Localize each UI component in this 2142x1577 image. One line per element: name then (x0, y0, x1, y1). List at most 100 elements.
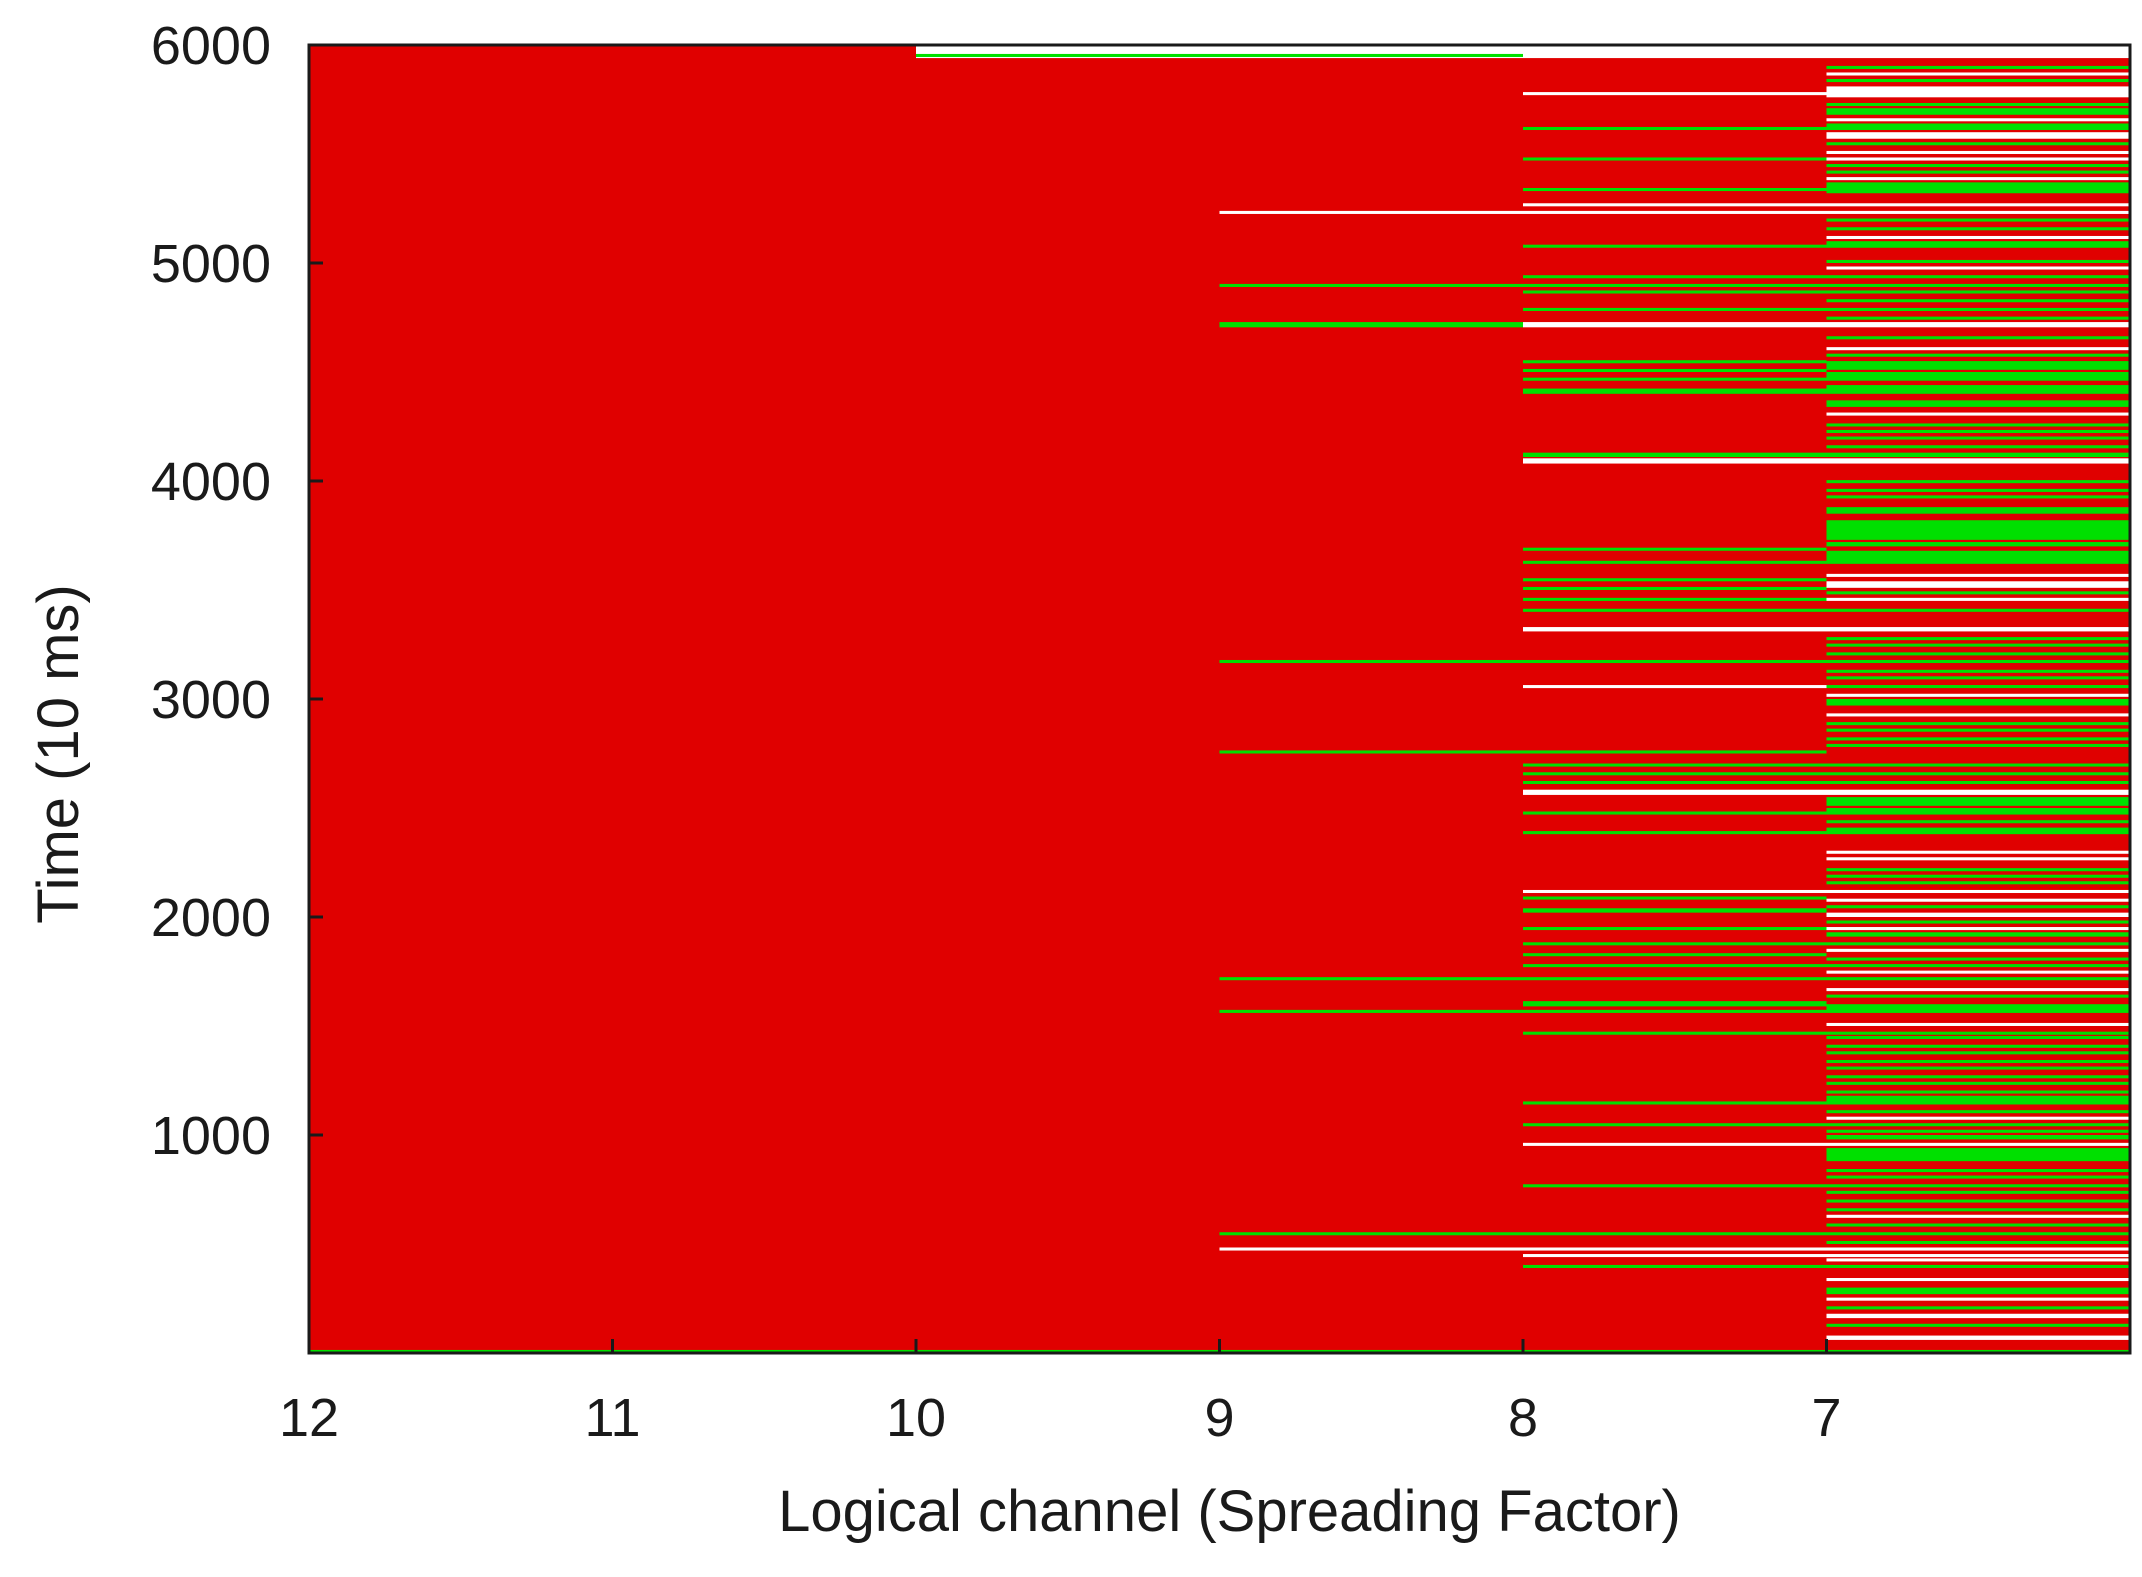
time-stripe (1826, 227, 2130, 231)
time-stripe (1826, 322, 2130, 328)
time-stripe (1219, 659, 1523, 664)
time-stripe (1826, 581, 2130, 588)
time-stripe (1826, 488, 2130, 492)
time-stripe (1826, 1116, 2130, 1120)
time-stripe (1826, 542, 2130, 547)
time-stripe (1826, 850, 2130, 854)
time-stripe (1826, 1135, 2130, 1140)
time-stripe (612, 1349, 916, 1353)
time-stripe (1523, 283, 1827, 287)
time-stripe (1826, 780, 2130, 785)
time-stripe (1826, 1264, 2130, 1268)
time-stripe (1523, 1349, 1827, 1353)
time-stripe (1219, 1247, 1523, 1251)
time-stripe (1826, 693, 2130, 697)
time-stripe (1826, 108, 2130, 115)
time-stripe (1523, 1009, 1827, 1013)
column-background (1219, 58, 1523, 1354)
time-stripe (1523, 659, 1827, 664)
time-stripe (1826, 713, 2130, 717)
time-stripe (1826, 763, 2130, 767)
time-stripe (1523, 896, 1827, 900)
column-background (309, 45, 613, 1353)
time-stripe (1826, 372, 2130, 381)
time-stripe (1826, 927, 2130, 931)
time-stripe (1523, 597, 1827, 601)
time-stripe (1826, 157, 2130, 161)
time-stripe (1826, 1175, 2130, 1179)
time-stripe (1826, 889, 2130, 894)
time-stripe (1523, 1031, 1827, 1035)
time-stripe (1523, 1123, 1827, 1127)
time-stripe (1826, 1254, 2130, 1258)
time-stripe (1826, 290, 2130, 294)
time-stripe (1826, 65, 2130, 69)
time-stripe (1826, 86, 2130, 98)
y-tick-label: 1000 (151, 1106, 271, 1166)
time-stripe (1826, 1349, 2130, 1353)
time-stripe (1826, 79, 2130, 83)
time-stripe (1826, 1148, 2130, 1162)
time-stripe (1523, 203, 1827, 207)
time-stripe (1826, 316, 2130, 320)
time-stripe (1219, 322, 1523, 328)
time-stripe (1826, 881, 2130, 885)
time-stripe (1826, 507, 2130, 514)
time-stripe (1826, 1278, 2130, 1282)
time-stripe (1826, 132, 2130, 139)
time-stripe (1523, 608, 1827, 612)
time-stripe (1523, 763, 1827, 767)
time-stripe (1826, 1075, 2130, 1079)
time-stripe (1523, 780, 1827, 785)
time-stripe (1826, 182, 2130, 194)
time-stripe (1826, 699, 2130, 706)
time-stripe (1523, 275, 1827, 279)
time-stripe (1826, 266, 2130, 270)
time-stripe (1826, 1306, 2130, 1310)
time-stripe (1523, 290, 1827, 294)
time-stripe (1523, 1001, 1827, 1007)
time-stripe (309, 1349, 613, 1353)
time-stripe (1826, 728, 2130, 732)
time-stripe (1523, 908, 1827, 913)
time-stripe (1826, 520, 2130, 540)
time-stripe (1826, 1335, 2130, 1340)
y-axis-label: Time (10 ms) (26, 584, 91, 923)
time-stripe (1826, 1214, 2130, 1218)
time-stripe (1523, 1254, 1827, 1258)
channel-column-9 (1219, 53, 1523, 1354)
time-stripe (1826, 1247, 2130, 1251)
time-stripe (1523, 1232, 1827, 1236)
y-tick-label: 2000 (151, 888, 271, 948)
time-stripe (1826, 347, 2130, 351)
time-stripe (1523, 157, 1827, 161)
time-stripe (1826, 102, 2130, 107)
x-axis-label: Logical channel (Spreading Factor) (778, 1479, 1681, 1544)
time-stripe (1523, 977, 1827, 981)
time-stripe (1219, 210, 1523, 214)
time-stripe (1826, 259, 2130, 263)
time-stripe (1826, 743, 2130, 747)
time-stripe (1826, 142, 2130, 146)
time-stripe (1826, 177, 2130, 181)
time-stripe (1523, 307, 1827, 311)
time-stripe (1826, 436, 2130, 440)
time-stripe (916, 53, 1220, 57)
time-stripe (1826, 905, 2130, 909)
time-stripe (1826, 480, 2130, 484)
time-stripe (1826, 1081, 2130, 1085)
time-stripe (1826, 970, 2130, 974)
x-tick-label: 10 (886, 1388, 946, 1448)
time-stripe (1826, 1287, 2130, 1295)
time-stripe (1826, 550, 2130, 564)
time-stripe (1523, 388, 1827, 394)
y-tick-label: 3000 (151, 670, 271, 730)
time-stripe (1826, 218, 2130, 222)
time-stripe (1826, 685, 2130, 689)
y-tick-label: 4000 (151, 452, 271, 512)
time-stripe (1219, 1009, 1523, 1013)
time-stripe (1826, 445, 2130, 449)
time-stripe (1826, 361, 2130, 370)
time-stripe (1826, 423, 2130, 427)
time-stripe (1523, 772, 1827, 776)
